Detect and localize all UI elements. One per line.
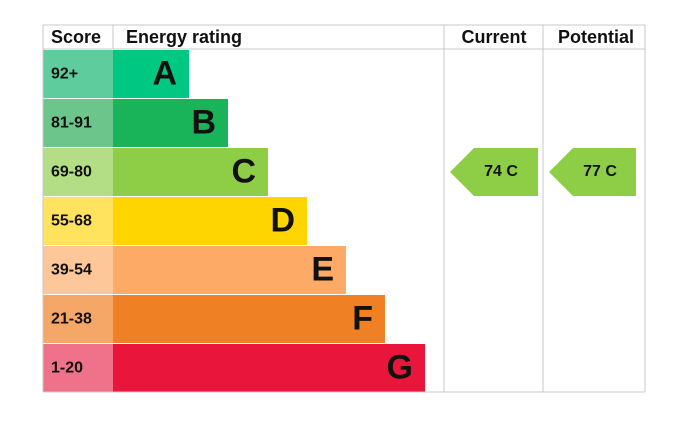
- score-cell: [43, 50, 113, 98]
- band-letter: D: [270, 201, 295, 239]
- rating-bar: [113, 295, 385, 343]
- potential-arrow: [549, 148, 636, 196]
- band-letter: B: [191, 103, 216, 141]
- score-cell: [43, 148, 113, 196]
- score-label: 39-54: [51, 262, 92, 279]
- score-cell: [43, 344, 113, 392]
- rating-bar: [113, 99, 228, 147]
- rating-bar: [113, 148, 268, 196]
- score-cell: [43, 295, 113, 343]
- band-letter: G: [387, 348, 413, 386]
- header-score: Score: [51, 27, 101, 47]
- potential-rating: 77 C: [583, 163, 617, 180]
- score-label: 81-91: [51, 115, 92, 132]
- rating-bar: [113, 246, 346, 294]
- score-label: 21-38: [51, 311, 92, 328]
- score-cell: [43, 99, 113, 147]
- table-grid: [42, 24, 646, 393]
- band-letter: F: [352, 299, 373, 337]
- score-label: 1-20: [51, 360, 83, 377]
- header-energy-rating: Energy rating: [126, 27, 242, 47]
- current-arrow: [450, 148, 538, 196]
- score-label: 69-80: [51, 164, 92, 181]
- score-cell: [43, 197, 113, 245]
- score-label: 92+: [51, 66, 78, 83]
- score-label: 55-68: [51, 213, 92, 230]
- rating-bar: [113, 197, 307, 245]
- current-rating: 74 C: [484, 163, 518, 180]
- header-current: Current: [461, 27, 526, 47]
- band-letter: E: [311, 250, 334, 288]
- score-cell: [43, 246, 113, 294]
- header-potential: Potential: [558, 27, 634, 47]
- rating-bar: [113, 344, 425, 392]
- band-letter: C: [231, 152, 256, 190]
- band-letter: A: [152, 54, 177, 92]
- rating-bar: [113, 50, 189, 98]
